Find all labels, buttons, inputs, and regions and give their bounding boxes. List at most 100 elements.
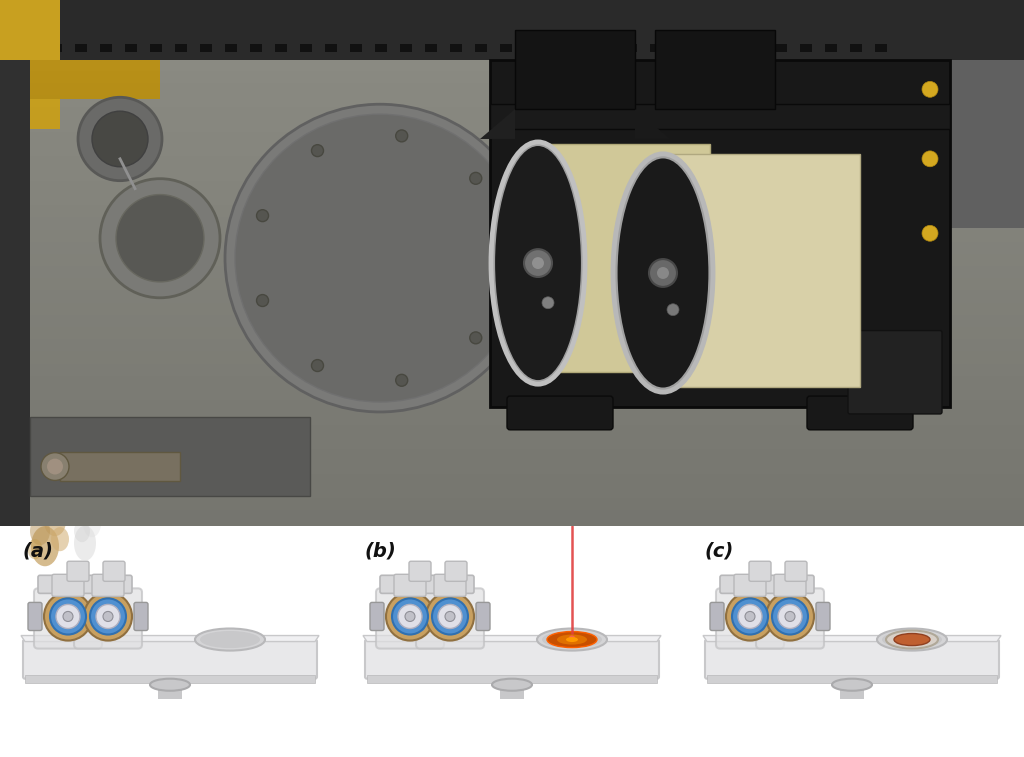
Bar bbox=[525, 44, 537, 51]
FancyBboxPatch shape bbox=[74, 588, 142, 649]
Bar bbox=[840, 683, 864, 699]
Ellipse shape bbox=[195, 628, 265, 650]
Circle shape bbox=[50, 598, 86, 634]
Circle shape bbox=[398, 604, 422, 628]
Circle shape bbox=[225, 104, 535, 412]
FancyBboxPatch shape bbox=[92, 575, 124, 597]
FancyBboxPatch shape bbox=[716, 588, 784, 649]
Circle shape bbox=[667, 304, 679, 316]
Ellipse shape bbox=[877, 628, 947, 650]
Circle shape bbox=[524, 249, 552, 277]
Bar bbox=[874, 44, 887, 51]
FancyBboxPatch shape bbox=[816, 603, 830, 631]
Circle shape bbox=[922, 151, 938, 167]
Ellipse shape bbox=[547, 631, 597, 647]
Circle shape bbox=[532, 257, 544, 269]
FancyBboxPatch shape bbox=[67, 561, 89, 581]
Ellipse shape bbox=[894, 634, 930, 646]
Bar bbox=[0, 60, 30, 526]
Circle shape bbox=[542, 297, 554, 309]
Circle shape bbox=[311, 145, 324, 157]
Circle shape bbox=[657, 267, 669, 279]
Bar bbox=[30, 417, 310, 497]
Ellipse shape bbox=[74, 525, 96, 561]
Circle shape bbox=[438, 604, 462, 628]
Bar bbox=[500, 44, 512, 51]
Ellipse shape bbox=[150, 679, 190, 690]
Circle shape bbox=[311, 360, 324, 372]
FancyBboxPatch shape bbox=[734, 575, 766, 597]
Ellipse shape bbox=[51, 527, 69, 551]
Bar bbox=[625, 44, 637, 51]
Bar bbox=[0, 60, 160, 99]
Bar bbox=[75, 44, 87, 51]
FancyBboxPatch shape bbox=[134, 603, 148, 631]
Bar bbox=[325, 44, 337, 51]
Ellipse shape bbox=[537, 628, 607, 650]
Bar bbox=[575, 44, 587, 51]
FancyBboxPatch shape bbox=[52, 575, 84, 597]
Bar bbox=[450, 44, 462, 51]
FancyBboxPatch shape bbox=[750, 603, 764, 631]
FancyBboxPatch shape bbox=[749, 561, 771, 581]
Bar bbox=[150, 44, 162, 51]
Ellipse shape bbox=[31, 526, 59, 566]
FancyBboxPatch shape bbox=[490, 60, 950, 407]
Circle shape bbox=[432, 598, 468, 634]
Ellipse shape bbox=[886, 631, 938, 649]
FancyBboxPatch shape bbox=[705, 640, 999, 679]
Bar bbox=[60, 452, 180, 481]
FancyBboxPatch shape bbox=[25, 674, 315, 683]
Circle shape bbox=[386, 593, 434, 640]
FancyBboxPatch shape bbox=[409, 561, 431, 581]
FancyBboxPatch shape bbox=[370, 603, 384, 631]
Circle shape bbox=[649, 259, 677, 287]
FancyBboxPatch shape bbox=[720, 575, 814, 593]
Bar bbox=[0, 0, 1024, 60]
Circle shape bbox=[406, 612, 415, 621]
Bar bbox=[850, 60, 1024, 229]
Polygon shape bbox=[635, 109, 670, 139]
Polygon shape bbox=[362, 636, 662, 641]
FancyBboxPatch shape bbox=[756, 588, 824, 649]
Ellipse shape bbox=[28, 539, 43, 559]
Ellipse shape bbox=[44, 506, 66, 536]
Circle shape bbox=[922, 226, 938, 241]
Circle shape bbox=[257, 294, 268, 307]
Bar bbox=[500, 683, 524, 699]
FancyBboxPatch shape bbox=[445, 561, 467, 581]
Ellipse shape bbox=[542, 631, 602, 648]
Circle shape bbox=[257, 210, 268, 222]
Bar bbox=[300, 44, 312, 51]
Circle shape bbox=[785, 612, 795, 621]
Circle shape bbox=[470, 332, 481, 344]
FancyBboxPatch shape bbox=[476, 603, 490, 631]
Bar bbox=[50, 44, 62, 51]
Ellipse shape bbox=[569, 636, 575, 640]
Text: (b): (b) bbox=[364, 541, 395, 560]
Circle shape bbox=[44, 593, 92, 640]
Circle shape bbox=[766, 593, 814, 640]
Bar bbox=[725, 44, 737, 51]
Circle shape bbox=[426, 593, 474, 640]
FancyBboxPatch shape bbox=[38, 575, 132, 593]
Bar bbox=[475, 44, 487, 51]
Circle shape bbox=[47, 459, 63, 475]
FancyBboxPatch shape bbox=[785, 561, 807, 581]
Circle shape bbox=[92, 111, 148, 167]
Bar bbox=[250, 44, 262, 51]
Bar bbox=[275, 44, 287, 51]
Circle shape bbox=[96, 604, 120, 628]
Polygon shape bbox=[22, 636, 319, 641]
FancyBboxPatch shape bbox=[655, 30, 775, 109]
Ellipse shape bbox=[200, 631, 260, 648]
Circle shape bbox=[100, 179, 220, 298]
FancyBboxPatch shape bbox=[507, 396, 613, 430]
Bar bbox=[158, 683, 182, 699]
FancyBboxPatch shape bbox=[365, 640, 659, 679]
Ellipse shape bbox=[557, 634, 587, 644]
Bar bbox=[825, 44, 837, 51]
Circle shape bbox=[738, 604, 762, 628]
Bar bbox=[850, 44, 862, 51]
FancyBboxPatch shape bbox=[68, 603, 82, 631]
